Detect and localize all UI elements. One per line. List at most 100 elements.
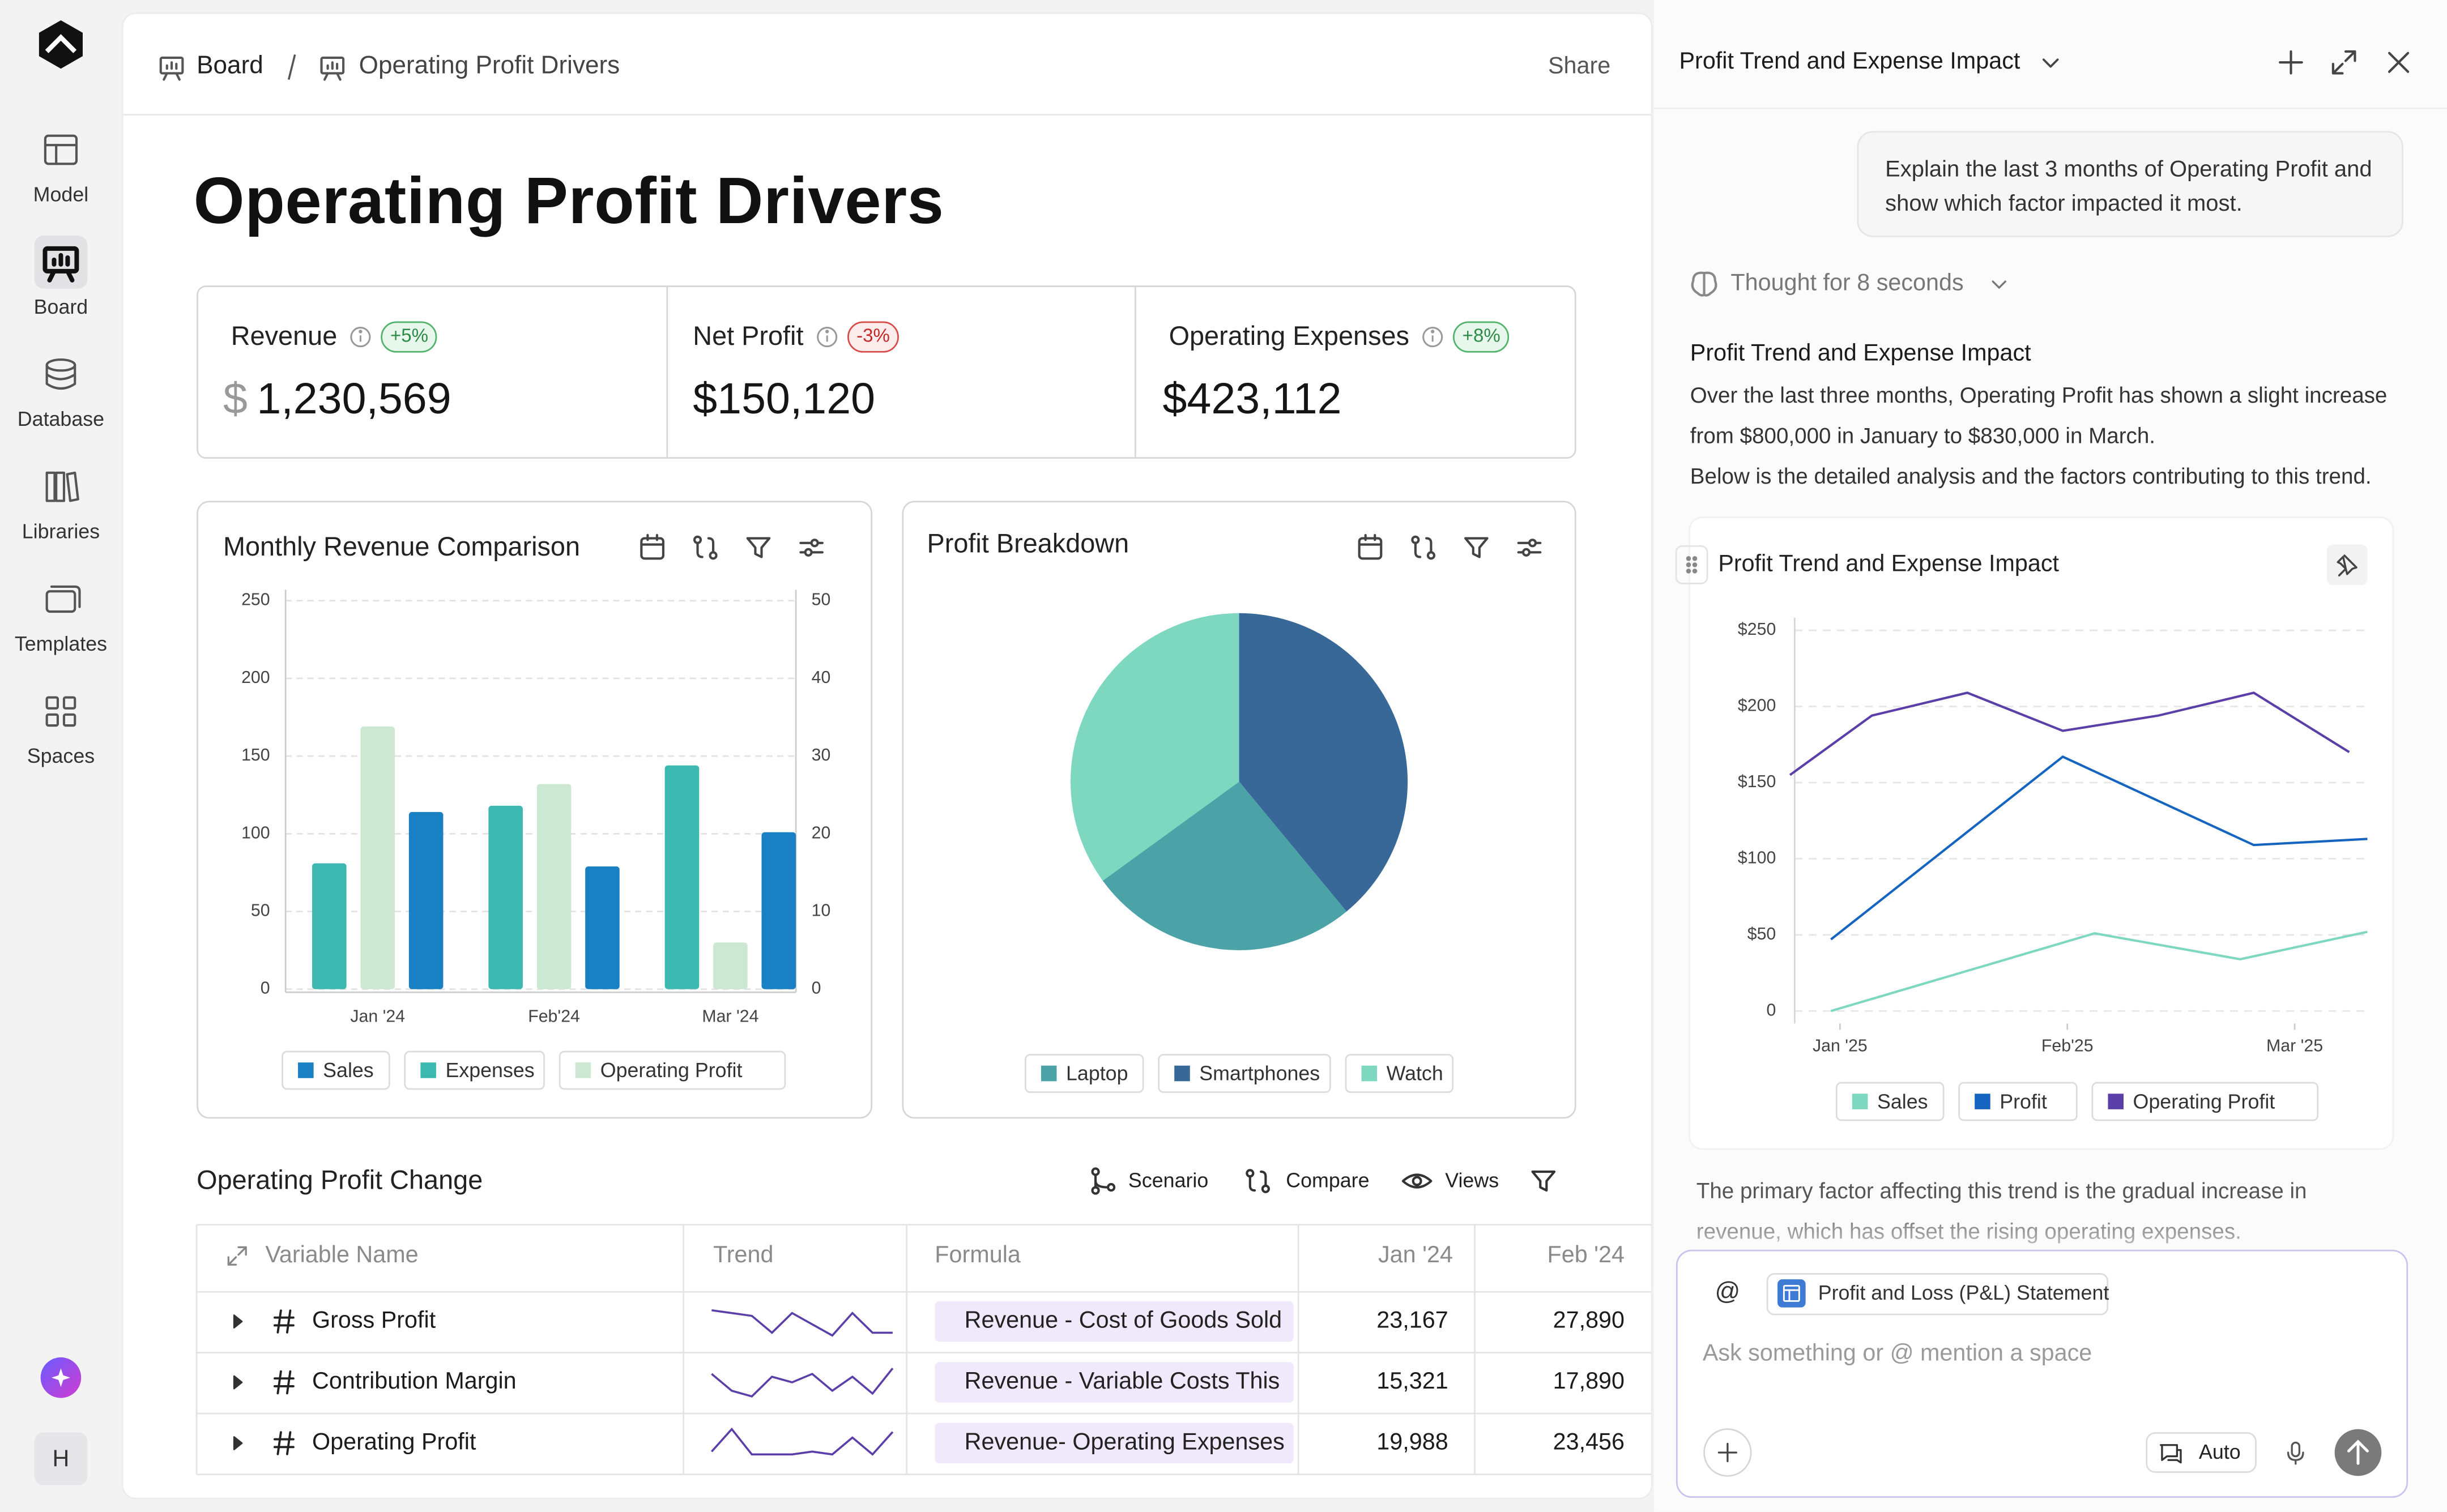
row-name[interactable]: Operating Profit [312,1429,476,1456]
mode-button[interactable] [2146,1432,2257,1473]
cal-icon[interactable] [1358,533,1383,560]
tick-label: Feb'25 [2041,1037,2094,1056]
lib-icon[interactable] [45,471,79,502]
line-series [1830,755,2368,941]
pin-button[interactable] [2326,544,2368,586]
icon-part [233,1375,243,1390]
filter-icon[interactable] [1531,1171,1556,1192]
column-header: Feb '24 [1547,1242,1625,1268]
filter-icon[interactable] [1464,537,1489,558]
row-name[interactable]: Gross Profit [312,1307,436,1334]
mention-button[interactable]: @ [1715,1280,1741,1307]
model-icon[interactable] [44,134,78,165]
legend-swatch [1975,1094,1990,1109]
nav-item[interactable]: Database [17,407,105,431]
legend-item[interactable] [1835,1082,1945,1121]
toolbar-button[interactable]: Compare [1286,1169,1370,1193]
board-icon[interactable] [42,246,79,283]
tick-label: 0 [812,979,821,998]
caret-icon[interactable] [233,1436,243,1450]
spaces-icon[interactable] [45,696,76,727]
breadcrumb[interactable]: Operating Profit Drivers [359,53,620,80]
plus-icon[interactable] [2279,50,2303,75]
tick-label: Feb'24 [528,1007,580,1026]
icon-part [50,585,81,608]
drag-handle[interactable] [1675,545,1708,584]
icon-part [66,471,79,502]
icon-part [273,1309,295,1334]
chev-icon[interactable] [2042,58,2059,68]
nav-item[interactable]: Libraries [22,519,100,544]
legend-swatch [1174,1065,1190,1082]
avatar[interactable] [34,1432,88,1485]
icon-part [1686,569,1691,574]
legend-label: Profit [2000,1090,2047,1113]
user-bubble: Explain the last 3 months of Operating P… [1857,131,2403,237]
filter-icon[interactable] [746,537,771,558]
plus-icon [1717,1442,1737,1463]
expand-icon[interactable] [2331,50,2356,75]
tick-label: 50 [812,591,831,609]
icon-part [2287,1451,2304,1465]
cmp-icon[interactable] [1246,1169,1270,1193]
nav-item[interactable]: Model [33,182,89,207]
pin-icon[interactable] [2337,554,2358,576]
chev-icon[interactable] [1992,280,2006,289]
legend-item[interactable] [404,1050,545,1090]
board-icon [320,56,345,81]
kpi-change: +5% [381,322,438,352]
share-button[interactable]: Share [1548,53,1611,80]
cmp-icon[interactable] [693,535,718,560]
row-name[interactable]: Contribution Margin [312,1368,517,1395]
eye-icon[interactable] [1401,1173,1433,1189]
info-glyph [816,327,837,348]
nav-item[interactable]: Templates [14,632,108,656]
sparkle [51,1368,70,1387]
column-header: Jan '24 [1378,1242,1453,1268]
toolbar-button[interactable]: Scenario [1128,1169,1209,1193]
info-icon [350,327,371,348]
nav-item[interactable]: Spaces [27,744,95,768]
legend-item[interactable] [1958,1082,2078,1121]
drag-icon[interactable] [1686,556,1698,574]
caret-icon[interactable] [233,1314,243,1329]
kpi-value: $150,120 [693,374,876,423]
legend-item[interactable] [282,1050,390,1090]
tmpl-icon[interactable] [45,585,81,613]
breadcrumb[interactable]: Board [197,53,263,80]
info-glyph [1422,327,1443,348]
legend-item[interactable] [1024,1054,1144,1093]
expand-icon[interactable] [227,1246,247,1266]
kpi-divider [1134,287,1136,458]
panel-title[interactable]: Profit Trend and Expense Impact [1679,48,2020,75]
kpi-box [197,285,1576,459]
legend-item[interactable] [2091,1082,2319,1121]
legend-item[interactable] [559,1050,786,1090]
thought-toggle[interactable]: Thought for 8 seconds [1730,270,1964,297]
cal-icon[interactable] [640,533,664,560]
nav-item[interactable]: Board [33,295,88,319]
slider-icon[interactable] [1517,539,1542,557]
slider-icon[interactable] [799,539,824,557]
branch-icon[interactable] [1091,1167,1116,1195]
mic-icon[interactable] [2287,1441,2304,1465]
assistant-header-border [1654,108,2447,109]
pie-slice [1239,613,1408,912]
legend-item[interactable] [1345,1054,1454,1093]
response-heading: Profit Trend and Expense Impact [1690,340,2031,367]
kpi-value-row: $150,120 [693,373,875,425]
input-placeholder[interactable]: Ask something or @ mention a space [1702,1340,2092,1367]
cmp-icon[interactable] [1411,535,1436,560]
close-icon[interactable] [2388,52,2410,73]
legend-item[interactable] [1158,1054,1331,1093]
db-icon[interactable] [45,358,76,390]
main-header-border [123,114,1651,116]
icon-part [1401,1173,1433,1189]
toolbar-button[interactable]: Views [1445,1169,1499,1193]
icon-part [1783,1285,1800,1302]
icon-part [2331,50,2356,75]
caret-icon[interactable] [233,1375,243,1390]
attachment-chip[interactable] [1766,1273,2109,1315]
bar [488,805,523,989]
